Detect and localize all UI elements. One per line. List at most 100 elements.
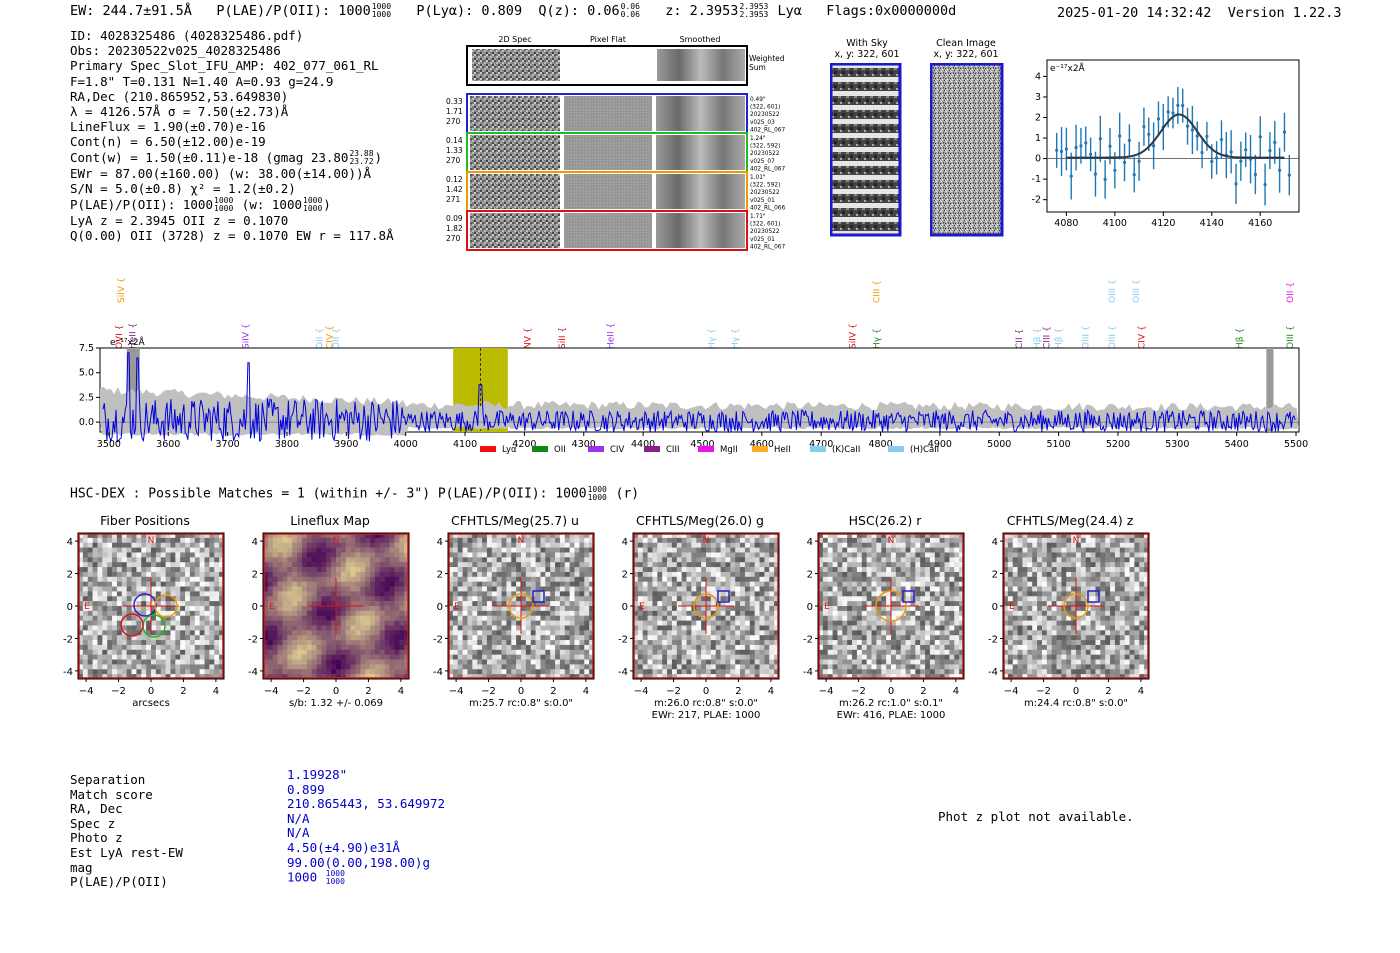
zoom-point <box>1185 124 1190 128</box>
spectrum-xtick: 4000 <box>394 439 418 450</box>
zoom-point <box>1055 148 1059 152</box>
zoom-ytick: 0 <box>1035 154 1041 165</box>
east-label: E <box>1009 602 1015 612</box>
spectrum-xtick: 4200 <box>512 439 536 450</box>
cutout-ytick: 4 <box>67 537 73 548</box>
match-value: 210.865443, 53.649972 <box>287 796 446 812</box>
spectrum-ytick: 2.5 <box>79 392 94 403</box>
cutout-image: N E 4 2 0 -2 -4 −4 −2 0 2 4 arcsecs <box>63 532 225 709</box>
legend-label: (K)CaII <box>832 445 860 455</box>
cutout-xtick: −2 <box>851 686 866 697</box>
clean-image-title: Clean Image x, y: 322, 601 <box>933 38 999 60</box>
zoom-point <box>1219 137 1224 142</box>
spectrum-line-label: CIII { <box>872 280 882 303</box>
zoom-point <box>1229 150 1233 154</box>
cutout-ytick: 4 <box>992 537 998 548</box>
cutout-caption: m:26.0 rc:0.8" s:0.0" <box>654 698 758 709</box>
zoom-ytick: 4 <box>1035 71 1041 82</box>
cutout-xtick: 0 <box>518 686 524 697</box>
stamp-row-right-label: (322, 592) <box>750 183 780 189</box>
cutout-title: CFHTLS/Meg(25.7) u <box>451 513 579 528</box>
cutout-ytick: -2 <box>248 634 258 645</box>
info-sn: S/N = 5.0(±0.8) χ² = 1.2(±0.2) <box>70 181 296 197</box>
cutout-xtick: −4 <box>264 686 279 697</box>
cutout-xtick: 0 <box>148 686 154 697</box>
info-ewr: EWr = 87.00(±160.00) (w: 38.00(±14.00))Å <box>70 166 372 182</box>
stamp-row-right-label: 402_RL_067 <box>750 127 785 133</box>
header-bar: EW: 244.7±91.5Å P(LAE)/P(OII): 1000 1000 1… <box>70 3 956 20</box>
fiber-circle <box>120 613 144 637</box>
stamp-row-right-label: v025_01 <box>750 237 775 243</box>
zoom-point <box>1253 172 1257 177</box>
spectrum-xtick: 4800 <box>868 439 892 450</box>
stamp-row-left-label: 270 <box>446 156 461 165</box>
zoom-point <box>1089 152 1093 156</box>
spectrum-line-label: Hγ { <box>731 328 741 349</box>
header-z: z: 2.3953 <box>665 3 739 19</box>
zoom-point <box>1190 128 1194 132</box>
aperture-circle <box>693 593 719 619</box>
spectrum-line-label: NV { <box>523 328 533 349</box>
stamp-row-left-label: 0.14 <box>446 136 463 145</box>
zoom-point <box>1181 104 1185 108</box>
legend-label: CIII <box>666 445 679 455</box>
spectrum-flux-line <box>102 352 1296 443</box>
catalog-match-box <box>717 590 730 603</box>
stamp-row-left-label: 1.82 <box>446 224 463 233</box>
stamp-row-left-label: 1.42 <box>446 185 463 194</box>
cutout-ytick: -4 <box>618 667 628 678</box>
zoom-point <box>1152 144 1156 148</box>
stamp-row-right-label: (322, 601) <box>750 222 780 228</box>
match-value: 4.50(±4.90)e31Å <box>287 839 400 855</box>
cutout-ytick: 2 <box>992 570 998 581</box>
cutout-title: CFHTLS/Meg(26.0) g <box>636 513 764 528</box>
zoom-point <box>1287 173 1291 177</box>
stamp-row-right-label: 20230522 <box>750 151 780 157</box>
cutout-ytick: -2 <box>803 634 813 645</box>
spectrum-line-label: OIII { <box>1108 279 1118 303</box>
zoom-point <box>1244 148 1248 152</box>
spectrum-line-label: CIII { <box>1043 326 1053 349</box>
spectrum-xtick: 3500 <box>97 439 121 450</box>
legend-swatch <box>810 446 826 452</box>
cutout-xtick: −2 <box>481 686 496 697</box>
legend-swatch <box>588 446 604 452</box>
spectrum-line-label: OII { <box>1286 282 1296 303</box>
spectrum-xtick: 3700 <box>216 439 240 450</box>
zoom-point <box>1147 132 1151 136</box>
stamp-header-pixelflat: Pixel Flat <box>590 35 626 44</box>
cutout-caption: s/b: 1.32 +/- 0.069 <box>289 698 383 709</box>
stamp-row-right-label: v025_03 <box>750 120 775 126</box>
zoom-point <box>1268 149 1272 153</box>
cutout-ytick: 2 <box>252 570 258 581</box>
spectrum-line-label: HeII { <box>129 323 139 349</box>
search-box <box>448 533 594 679</box>
cutout-ytick: -4 <box>63 667 73 678</box>
search-box <box>78 533 224 679</box>
info-lineflux: LineFlux = 1.90(±0.70)e-16 <box>70 119 266 135</box>
cutout-ytick: 0 <box>437 602 443 613</box>
spectrum-xtick: 3900 <box>334 439 358 450</box>
zoom-point <box>1142 125 1146 129</box>
stamp-row-left-label: 0.33 <box>446 97 463 106</box>
zoom-point <box>1132 173 1136 177</box>
cutout-xtick: 4 <box>768 686 774 697</box>
zoom-point <box>1127 138 1131 143</box>
zoom-point <box>1079 144 1083 148</box>
cutout-image: N E 4 2 0 -2 -4 −4 −2 0 2 4 m:26.0 rc:0.8" s:0.0"EWr… <box>618 532 780 721</box>
cutout-xtick: 4 <box>398 686 404 697</box>
zoom-ytick: -2 <box>1032 195 1041 206</box>
catalog-match-box <box>532 590 545 603</box>
spectrum-xtick: 5500 <box>1284 439 1308 450</box>
spectrum-xtick: 4900 <box>928 439 952 450</box>
spectrum-unit: e⁻¹⁷x2Å <box>110 336 146 348</box>
zoom-point <box>1282 130 1287 134</box>
spectrum-line-label: HeII { <box>606 323 616 349</box>
cutout-xtick: −2 <box>1036 686 1051 697</box>
spectrum-line-label: OIII { <box>1132 279 1142 303</box>
spectrum-ytick: 7.5 <box>79 343 94 354</box>
legend-swatch <box>644 446 660 452</box>
zoom-xtick: 4120 <box>1151 218 1175 229</box>
